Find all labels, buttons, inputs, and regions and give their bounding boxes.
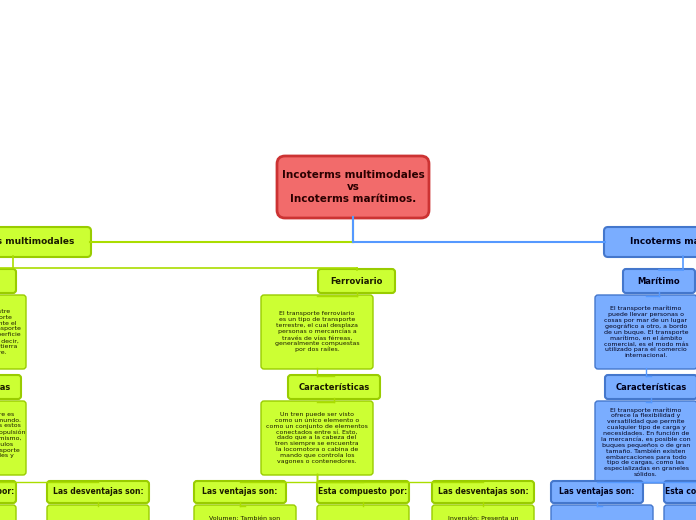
Text: El transporte terrestre
es el tipo de transporte
que se realiza mediante el
uso : El transporte terrestre es el tipo de tr… <box>0 309 21 355</box>
FancyBboxPatch shape <box>664 481 696 503</box>
Text: Características: Características <box>0 383 10 392</box>
FancyBboxPatch shape <box>288 375 380 399</box>
Text: Esta compuesto por:: Esta compuesto por: <box>0 488 15 497</box>
Text: Incoterms multimodales: Incoterms multimodales <box>0 238 74 246</box>
Text: Características: Características <box>615 383 687 392</box>
Text: Marítimo: Marítimo <box>638 277 680 285</box>
FancyBboxPatch shape <box>317 481 409 503</box>
FancyBboxPatch shape <box>551 481 643 503</box>
Text: Esta compuesto por:: Esta compuesto por: <box>318 488 408 497</box>
FancyBboxPatch shape <box>261 401 373 475</box>
Text: El transporte marítimo
puede llevar personas o
cosas por mar de un lugar
geográf: El transporte marítimo puede llevar pers… <box>603 306 688 358</box>
Text: El transporte marítimo
ofrece la flexibilidad y
versatilidad que permite
cualqui: El transporte marítimo ofrece la flexibi… <box>601 407 691 477</box>
FancyBboxPatch shape <box>605 375 696 399</box>
Text: Volumen: También son
capaces de trasladar grandes
volúmenes de mercancías.

Dist: Volumen: También son capaces de traslada… <box>198 516 292 520</box>
FancyBboxPatch shape <box>0 481 16 503</box>
FancyBboxPatch shape <box>261 295 373 369</box>
Text: Las ventajas son:: Las ventajas son: <box>560 488 635 497</box>
Text: Las ventajas son:: Las ventajas son: <box>203 488 278 497</box>
FancyBboxPatch shape <box>595 295 696 369</box>
FancyBboxPatch shape <box>318 269 395 293</box>
Text: Las desventajas son:: Las desventajas son: <box>53 488 143 497</box>
Text: Inversión: Presenta un
elevado requerimiento inicial
de capital para la construc: Inversión: Presenta un elevado requerimi… <box>434 516 532 520</box>
FancyBboxPatch shape <box>595 401 696 483</box>
FancyBboxPatch shape <box>194 481 286 503</box>
Text: Incoterms marítimos: Incoterms marítimos <box>630 238 696 246</box>
FancyBboxPatch shape <box>432 505 534 520</box>
Text: Las desventajas son:: Las desventajas son: <box>438 488 528 497</box>
FancyBboxPatch shape <box>0 505 16 520</box>
FancyBboxPatch shape <box>432 481 534 503</box>
FancyBboxPatch shape <box>604 227 696 257</box>
Text: Esta compuesto por:: Esta compuesto por: <box>665 488 696 497</box>
FancyBboxPatch shape <box>0 401 26 475</box>
FancyBboxPatch shape <box>194 505 296 520</box>
Text: Ferroviario: Ferroviario <box>331 277 383 285</box>
FancyBboxPatch shape <box>0 375 21 399</box>
FancyBboxPatch shape <box>317 505 409 520</box>
FancyBboxPatch shape <box>623 269 695 293</box>
Text: Incoterms multimodales
vs
Incoterms marítimos.: Incoterms multimodales vs Incoterms marí… <box>282 171 425 204</box>
FancyBboxPatch shape <box>47 505 149 520</box>
Text: Características: Características <box>299 383 370 392</box>
FancyBboxPatch shape <box>47 481 149 503</box>
FancyBboxPatch shape <box>0 269 16 293</box>
FancyBboxPatch shape <box>664 505 696 520</box>
FancyBboxPatch shape <box>551 505 653 520</box>
Text: El transporte terrestre es
el más utilizado en el mundo.
Pueden estar provistos : El transporte terrestre es el más utiliz… <box>0 412 26 464</box>
FancyBboxPatch shape <box>277 156 429 218</box>
Text: Un tren puede ser visto
como un único elemento o
como un conjunto de elementos
c: Un tren puede ser visto como un único el… <box>266 412 368 464</box>
Text: El transporte ferroviario
es un tipo de transporte
terrestre, el cual desplaza
p: El transporte ferroviario es un tipo de … <box>275 311 359 353</box>
FancyBboxPatch shape <box>0 295 26 369</box>
FancyBboxPatch shape <box>0 227 91 257</box>
